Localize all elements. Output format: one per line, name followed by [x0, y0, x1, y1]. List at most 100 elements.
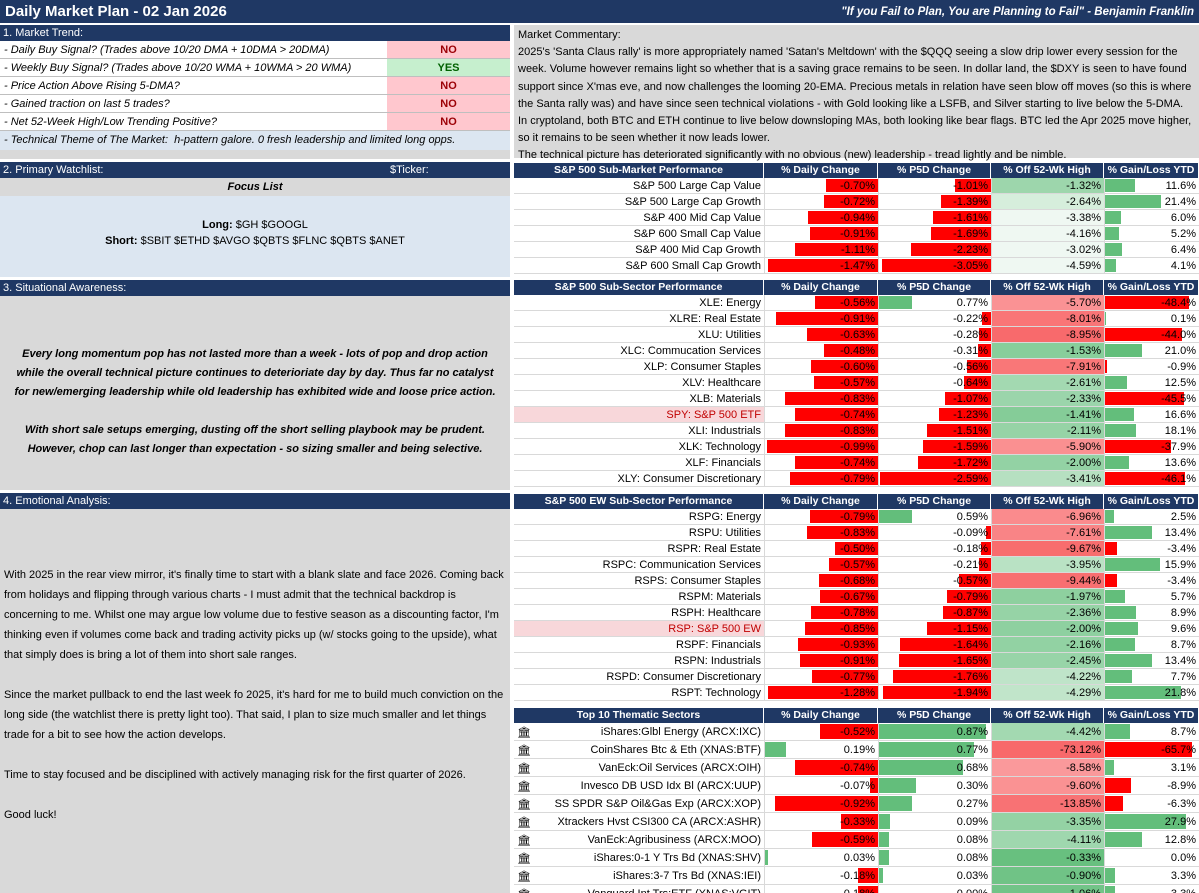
value-cell: -0.74%	[764, 759, 878, 776]
row-name: XLB: Materials	[689, 393, 761, 405]
value-cell: 0.30%	[878, 777, 991, 794]
value-cell: -1.28%	[764, 685, 878, 700]
value-cell: 11.6%	[1104, 178, 1199, 193]
trend-signal: NO	[387, 77, 510, 94]
value-cell: -1.23%	[878, 407, 991, 422]
value-cell: -3.05%	[878, 258, 991, 273]
value-bar	[911, 243, 991, 256]
value-bar	[1105, 227, 1119, 240]
row-name: XLE: Energy	[699, 297, 761, 309]
value-cell: -4.11%	[991, 831, 1104, 848]
table-row: RSPN: Industrials -0.91% -1.65% -2.45% 13.4%	[514, 653, 1199, 669]
value-cell: -0.64%	[878, 375, 991, 390]
table-row: 🏛 CoinShares Btc & Eth (XNAS:BTF) 0.19% 0.7…	[514, 741, 1199, 759]
value-bar	[1105, 211, 1121, 224]
value-cell: -9.44%	[991, 573, 1104, 588]
value-cell: -8.01%	[991, 311, 1104, 326]
value-bar	[977, 344, 991, 357]
value-bar	[809, 510, 878, 523]
value-cell: -5.90%	[991, 439, 1104, 454]
value-bar	[879, 832, 889, 847]
table-row: RSPS: Consumer Staples -0.68% -0.57% -9.44%…	[514, 573, 1199, 589]
value-bar	[879, 850, 889, 865]
value-cell: -2.16%	[991, 637, 1104, 652]
emotional-header: 4. Emotional Analysis:	[0, 493, 510, 509]
value-cell: -2.00%	[991, 621, 1104, 636]
table-row: 🏛 iShares:Glbl Energy (ARCX:IXC) -0.52% 0.8…	[514, 723, 1199, 741]
value-cell: -0.68%	[764, 573, 878, 588]
value-cell: 15.9%	[1104, 557, 1199, 572]
value-bar	[819, 574, 878, 587]
value-bar	[1105, 558, 1161, 571]
column-header: % P5D Change	[878, 280, 991, 295]
value-cell: 12.5%	[1104, 375, 1199, 390]
value-cell: -46.1%	[1104, 471, 1199, 486]
value-cell: 21.8%	[1104, 685, 1199, 700]
value-bar	[1105, 542, 1117, 555]
value-cell: -0.87%	[878, 605, 991, 620]
row-name: 🏛 iShares:0-1 Y Trs Bd (XNAS:SHV)	[514, 849, 764, 866]
value-cell: -6.96%	[991, 509, 1104, 524]
value-bar	[807, 211, 878, 224]
page-title: Daily Market Plan - 02 Jan 2026	[5, 3, 227, 20]
value-bar	[870, 778, 878, 793]
value-cell: 5.2%	[1104, 226, 1199, 241]
value-bar	[767, 686, 878, 699]
value-cell: -0.31%	[878, 343, 991, 358]
value-cell: -0.59%	[764, 831, 878, 848]
value-cell: 0.00%	[878, 885, 991, 893]
ew-sub-sector-table: S&P 500 EW Sub-Sector Performance% Daily…	[514, 494, 1199, 701]
row-name: 🏛 Xtrackers Hvst CSI300 CA (ARCX:ASHR)	[514, 813, 764, 830]
table-row: RSPM: Materials -0.67% -0.79% -1.97% 5.7%	[514, 589, 1199, 605]
value-bar	[1105, 622, 1139, 635]
value-bar	[917, 456, 991, 469]
value-cell: -1.53%	[991, 343, 1104, 358]
value-cell: 0.03%	[878, 867, 991, 884]
value-bar	[879, 778, 916, 793]
table-row: 🏛 VanEck:Agribusiness (ARCX:MOO) -0.59% 0.0…	[514, 831, 1199, 849]
value-bar	[879, 510, 912, 523]
value-bar	[945, 392, 991, 405]
value-cell: -0.67%	[764, 589, 878, 604]
bank-icon: 🏛	[517, 745, 531, 757]
value-cell: -3.95%	[991, 557, 1104, 572]
row-name: 🏛 VanEck:Oil Services (ARCX:OIH)	[514, 759, 764, 776]
value-cell: 13.6%	[1104, 455, 1199, 470]
value-bar	[967, 360, 991, 373]
value-bar	[815, 296, 878, 309]
value-cell: 5.7%	[1104, 589, 1199, 604]
value-bar	[1105, 472, 1186, 485]
value-cell: -2.59%	[878, 471, 991, 486]
column-header: % Daily Change	[764, 708, 878, 723]
header-quote: "If you Fail to Plan, You are Planning t…	[841, 5, 1194, 18]
value-cell: 0.1%	[1104, 311, 1199, 326]
value-cell: 4.1%	[1104, 258, 1199, 273]
value-cell: -0.74%	[764, 455, 878, 470]
value-bar	[1105, 360, 1107, 373]
trend-label: - Gained traction on last 5 trades?	[0, 95, 387, 112]
value-cell: -2.11%	[991, 423, 1104, 438]
value-bar	[1105, 408, 1134, 421]
value-bar	[883, 686, 991, 699]
table-row: XLP: Consumer Staples -0.60% -0.56% -7.91% -…	[514, 359, 1199, 375]
bank-icon: 🏛	[517, 835, 531, 847]
value-bar	[986, 526, 991, 539]
value-cell: -48.4%	[1104, 295, 1199, 310]
value-bar	[879, 742, 974, 757]
value-bar	[899, 654, 991, 667]
value-bar	[765, 850, 769, 865]
emotional-body: With 2025 in the rear view mirror, it's …	[4, 569, 504, 821]
value-bar	[1105, 328, 1182, 341]
value-bar	[927, 622, 991, 635]
value-cell: -3.35%	[991, 813, 1104, 830]
value-cell: 0.09%	[878, 813, 991, 830]
technical-theme: - Technical Theme of The Market: h-patter…	[0, 131, 510, 150]
value-bar	[938, 408, 991, 421]
bank-icon: 🏛	[517, 871, 531, 883]
row-name: S&P 600 Small Cap Value	[633, 228, 761, 240]
value-cell: -0.99%	[764, 439, 878, 454]
row-name: 🏛Vanguard Int Trs;ETF (XNAS:VGIT)	[514, 885, 764, 893]
market-trend-header: 1. Market Trend:	[0, 25, 510, 41]
value-cell: -0.56%	[764, 295, 878, 310]
value-bar	[807, 328, 878, 341]
